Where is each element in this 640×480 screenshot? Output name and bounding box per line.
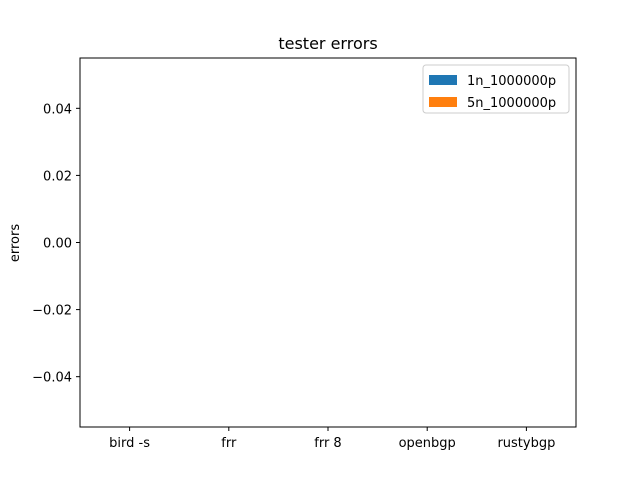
y-tick-label: 0.04 [43, 102, 72, 117]
y-tick-label: 0.00 [43, 237, 72, 252]
legend-swatch [429, 97, 457, 107]
x-tick-label: openbgp [399, 436, 456, 451]
y-tick-label: −0.02 [32, 304, 72, 319]
y-axis-ticks: −0.04 −0.02 0.00 0.02 0.04 [32, 102, 80, 386]
y-tick-label: −0.04 [32, 371, 72, 386]
chart-title: tester errors [278, 34, 377, 53]
x-axis-ticks: bird -s frr frr 8 openbgp rustybgp [109, 427, 555, 451]
legend: 1n_1000000p 5n_1000000p [422, 64, 570, 114]
x-tick-label: bird -s [109, 436, 150, 451]
legend-box [422, 64, 570, 114]
y-axis-label: errors [8, 224, 23, 262]
y-tick-label: 0.02 [43, 169, 72, 184]
x-tick-label: frr [221, 436, 237, 451]
plot-area-frame [79, 57, 577, 428]
legend-entry-label: 5n_1000000p [467, 96, 556, 111]
legend-entry-label: 1n_1000000p [467, 74, 556, 89]
legend-swatch [429, 75, 457, 85]
x-tick-label: frr 8 [314, 436, 341, 451]
x-tick-label: rustybgp [497, 436, 555, 451]
